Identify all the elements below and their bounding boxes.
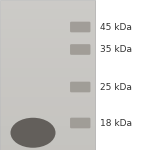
Text: 45 kDa: 45 kDa	[100, 22, 132, 32]
Text: 25 kDa: 25 kDa	[100, 82, 132, 91]
FancyBboxPatch shape	[70, 118, 90, 128]
Text: 18 kDa: 18 kDa	[100, 118, 132, 127]
FancyBboxPatch shape	[70, 22, 90, 32]
Ellipse shape	[11, 118, 56, 148]
Text: 35 kDa: 35 kDa	[100, 45, 132, 54]
FancyBboxPatch shape	[70, 82, 90, 92]
FancyBboxPatch shape	[70, 44, 90, 55]
FancyBboxPatch shape	[0, 0, 94, 150]
